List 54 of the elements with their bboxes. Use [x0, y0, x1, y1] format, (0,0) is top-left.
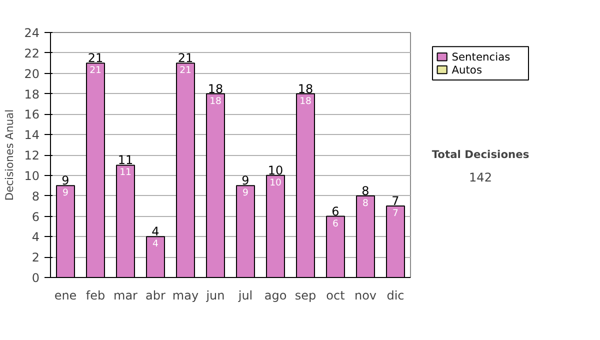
x-tick-label: may [172, 288, 199, 302]
text: 142 [469, 170, 492, 185]
x-tick-label: nov [354, 288, 377, 302]
total-label: 18 [208, 82, 224, 96]
total-label: 8 [362, 184, 370, 198]
legend-label: Autos [452, 63, 482, 76]
total-label: 10 [268, 163, 284, 178]
total-label: 18 [298, 82, 314, 96]
y-tick-label: 2 [32, 250, 40, 265]
total-label: 21 [178, 51, 194, 66]
data-label: 4 [152, 238, 159, 250]
x-tick-label: mar [114, 288, 138, 302]
data-label: 6 [332, 218, 339, 230]
x-tick-label: ene [54, 288, 77, 302]
data-label: 18 [210, 96, 222, 107]
data-label: 18 [300, 96, 312, 107]
x-tick-label: ago [264, 288, 287, 302]
total-label: 11 [118, 153, 134, 168]
y-tick-label: 18 [24, 87, 40, 102]
text: Total Decisiones [432, 148, 530, 161]
data-label: 10 [270, 177, 282, 188]
data-label: 9 [242, 188, 249, 199]
x-tick-label: abr [146, 288, 166, 302]
x-tick-label: oct [326, 288, 346, 302]
data-label: 9 [62, 188, 69, 199]
y-tick-label: 16 [24, 108, 40, 122]
x-tick-label: sep [294, 288, 316, 302]
x-tick-label: feb [86, 288, 106, 302]
total-label: 6 [332, 204, 340, 218]
y-tick-label: 24 [24, 26, 40, 40]
y-tick-label: 12 [24, 148, 40, 162]
y-tick-label: 10 [24, 168, 40, 183]
y-tick-label: 14 [24, 128, 40, 142]
total-label: 4 [152, 224, 160, 239]
x-tick-label: jul [237, 288, 253, 302]
x-tick-label: dic [386, 288, 404, 302]
legend-label: Sentencias [452, 50, 511, 64]
total-label: 9 [62, 174, 70, 188]
total-label: 9 [242, 174, 250, 188]
y-tick-label: 6 [32, 210, 40, 224]
data-label: 21 [180, 65, 192, 76]
y-tick-label: 22 [24, 46, 40, 60]
y-tick-label: 0 [32, 271, 40, 285]
y-tick-label: 4 [32, 230, 40, 244]
x-tick-label: jun [205, 288, 225, 302]
data-label: 7 [392, 208, 399, 220]
y-axis-title: Decisiones Anual [3, 109, 16, 201]
total-label: 7 [392, 194, 400, 208]
data-label: 8 [362, 198, 369, 209]
data-label: 21 [90, 65, 102, 76]
y-tick-label: 20 [24, 66, 40, 81]
total-label: 21 [88, 51, 104, 66]
y-tick-label: 8 [32, 189, 40, 204]
data-label: 11 [120, 167, 132, 178]
